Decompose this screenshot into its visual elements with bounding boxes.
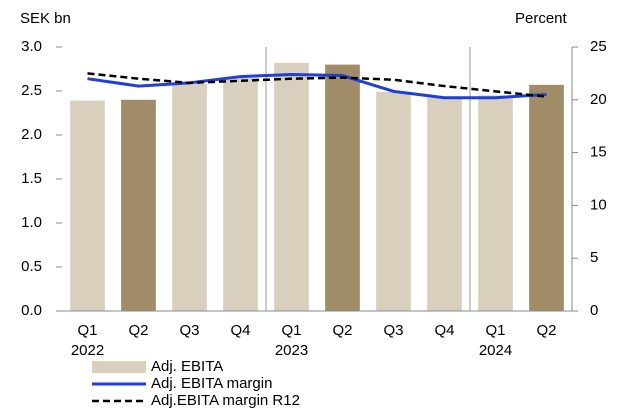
line <box>87 72 547 100</box>
bar <box>274 62 309 312</box>
x-tick-label: Q1 <box>281 322 301 339</box>
x-tick-label: Q4 <box>230 322 250 339</box>
y-tick-label: 2.5 <box>21 82 42 99</box>
bar <box>478 95 513 312</box>
x-tick-label: Q1 <box>485 322 505 339</box>
y2-tick-label: 20 <box>590 91 607 108</box>
y2-tick-label: 10 <box>590 196 607 213</box>
year-label: 2022 <box>71 342 104 359</box>
x-tick-label: Q3 <box>179 322 199 339</box>
bar <box>325 64 360 311</box>
legend-label: Adj. EBITA <box>151 358 223 375</box>
legend-swatch <box>92 361 146 373</box>
year-label: 2023 <box>275 342 308 359</box>
y-axis-label: SEK bn <box>20 10 71 27</box>
y2-tick-label: 25 <box>590 38 607 55</box>
x-tick-label: Q1 <box>77 322 97 339</box>
y-tick-label: 3.0 <box>21 38 42 55</box>
bar <box>376 91 411 311</box>
bar <box>529 84 564 311</box>
y-tick-label: 0.5 <box>21 258 42 275</box>
x-tick-label: Q2 <box>128 322 148 339</box>
y-tick-label: 0.0 <box>21 302 42 319</box>
x-tick-label: Q4 <box>434 322 454 339</box>
y-tick-label: 1.0 <box>21 214 42 231</box>
y2-tick-label: 15 <box>590 144 607 161</box>
y-tick-label: 2.0 <box>21 126 42 143</box>
bar <box>70 100 105 312</box>
x-tick-label: Q2 <box>332 322 352 339</box>
y2-axis-label: Percent <box>515 10 568 27</box>
x-tick-label: Q3 <box>383 322 403 339</box>
y2-tick-label: 0 <box>590 302 598 319</box>
y-tick-label: 1.5 <box>21 170 42 187</box>
legend-label: Adj.EBITA margin R12 <box>151 392 300 409</box>
x-tick-label: Q2 <box>536 322 556 339</box>
legend-label: Adj. EBITA margin <box>151 375 272 392</box>
year-label: 2024 <box>479 342 512 359</box>
bar <box>121 99 156 311</box>
bar <box>172 83 207 312</box>
bar <box>223 77 258 311</box>
y2-tick-label: 5 <box>590 249 598 266</box>
bar <box>427 97 462 311</box>
